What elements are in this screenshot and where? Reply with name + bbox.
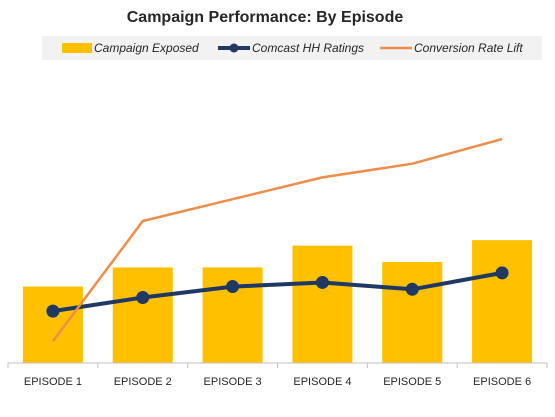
point-comcast-hh-ratings-episode-4: [315, 275, 329, 289]
point-comcast-hh-ratings-episode-3: [226, 280, 240, 294]
x-tick-label: EPISODE 1: [24, 376, 82, 388]
legend-swatch-campaign-exposed: [62, 43, 92, 53]
line-comcast-hh-ratings: [52, 270, 503, 314]
x-tick-label: EPISODE 6: [473, 376, 531, 388]
legend: Campaign Exposed Comcast HH Ratings Conv…: [42, 36, 542, 60]
bar-campaign-exposed-episode-2: [112, 267, 173, 363]
point-comcast-hh-ratings-episode-2: [136, 290, 150, 304]
legend-label-campaign-exposed: Campaign Exposed: [94, 41, 199, 55]
bar-campaign-exposed-episode-5: [382, 261, 443, 363]
legend-label-comcast-hh-ratings: Comcast HH Ratings: [252, 41, 364, 55]
legend-label-conversion-rate-lift: Conversion Rate Lift: [414, 41, 523, 55]
point-comcast-hh-ratings-episode-6: [495, 266, 509, 280]
bar-campaign-exposed-episode-1: [22, 286, 83, 363]
legend-background: [42, 36, 542, 60]
bar-campaign-exposed-episode-6: [472, 240, 533, 363]
point-comcast-hh-ratings-episode-1: [46, 304, 60, 318]
plot-area: EPISODE 1 EPISODE 2 EPISODE 3 EPISODE 4 EPIS…: [7, 137, 548, 388]
legend-marker-comcast-hh-ratings: [229, 43, 239, 53]
x-tick-label: EPISODE 5: [383, 376, 441, 388]
line-conversion-rate-lift: [51, 137, 503, 342]
chart-title: Campaign Performance: By Episode: [127, 9, 404, 26]
bar-campaign-exposed-episode-4: [292, 245, 353, 363]
x-tick-label: EPISODE 2: [114, 376, 172, 388]
point-comcast-hh-ratings-episode-5: [405, 282, 419, 296]
x-tick-label: EPISODE 3: [204, 376, 262, 388]
x-tick-label: EPISODE 4: [293, 376, 351, 388]
